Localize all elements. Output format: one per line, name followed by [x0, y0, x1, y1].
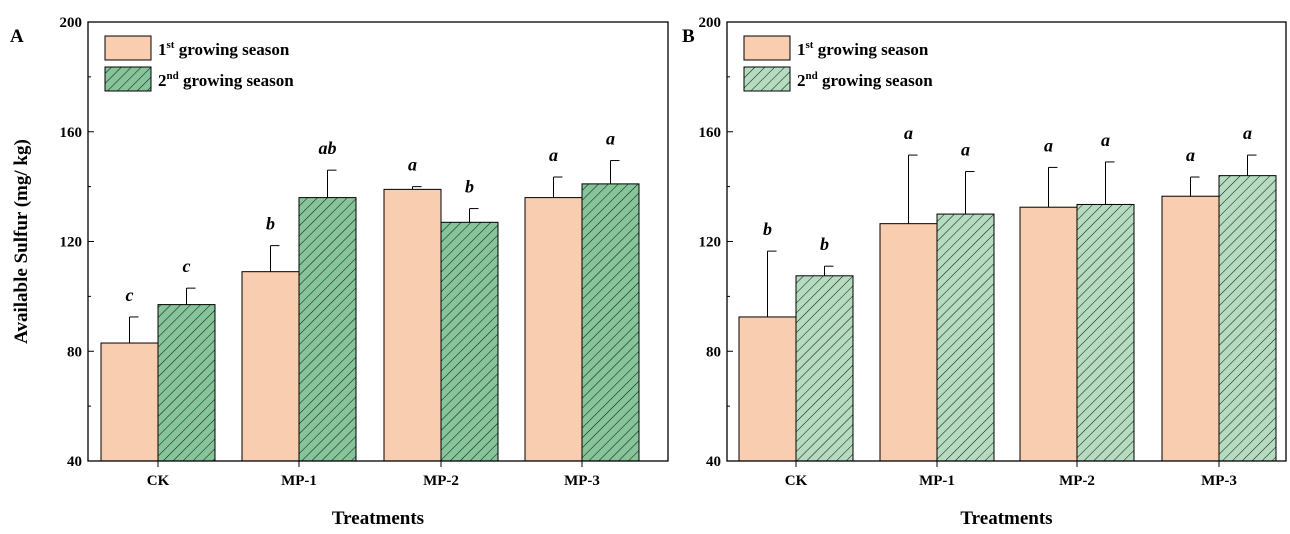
legend-label-superscript: nd — [167, 70, 179, 82]
significance-label: b — [820, 234, 829, 254]
legend-label-superscript: st — [167, 39, 175, 51]
bar-ck-series-2 — [795, 275, 854, 462]
significance-label: a — [408, 155, 417, 175]
significance-label: a — [904, 123, 913, 143]
legend-label-number: 2 — [797, 71, 806, 90]
y-tick-label: 80 — [706, 344, 721, 360]
bar-mp-2-series-1 — [1019, 206, 1078, 462]
x-tick-label: CK — [785, 473, 808, 489]
panel-label: B — [682, 26, 695, 47]
legend-label-superscript: nd — [806, 70, 818, 82]
bar-mp-1-series-2 — [936, 213, 995, 462]
y-tick-label: 160 — [60, 125, 83, 141]
x-axis-title: Treatments — [332, 508, 424, 529]
legend-label-series-1: 1st growing season — [158, 39, 290, 59]
bar-ck-series-1 — [738, 316, 797, 462]
bar-mp-2-series-1 — [383, 188, 442, 462]
significance-label: b — [266, 214, 275, 234]
x-tick-label: MP-1 — [281, 473, 317, 489]
legend-label-number: 1 — [158, 40, 167, 59]
legend-swatch-series-1 — [104, 35, 152, 61]
y-tick-label: 40 — [706, 454, 721, 470]
legend-swatch-series-1 — [743, 35, 791, 61]
y-tick-label: 80 — [67, 344, 82, 360]
significance-label: a — [961, 140, 970, 160]
significance-label: a — [1243, 123, 1252, 143]
y-tick-label: 120 — [699, 235, 722, 251]
legend-label-number: 2 — [158, 71, 167, 90]
bar-mp-2-series-2 — [1076, 203, 1135, 462]
y-tick-label: 200 — [699, 15, 722, 31]
x-tick-label: MP-3 — [564, 473, 600, 489]
significance-label: a — [606, 129, 615, 149]
x-tick-label: MP-2 — [423, 473, 459, 489]
y-axis-title: Available Sulfur (mg/ kg) — [11, 139, 32, 344]
x-axis-title: Treatments — [960, 508, 1052, 529]
chart-panel-b: b a a a b a a a 40 80 120 160 200 CK MP-1 MP-2 MP-3 Treat… — [682, 15, 1287, 529]
bar-mp-1-series-2 — [298, 197, 357, 462]
significance-label: a — [1186, 145, 1195, 165]
legend-label-text: growing season — [818, 71, 933, 90]
legend-swatch-series-2 — [104, 66, 152, 92]
bar-mp-1-series-1 — [241, 271, 300, 462]
legend-label-text: growing season — [179, 71, 294, 90]
bar-ck-series-2 — [157, 304, 216, 462]
significance-label: a — [1044, 135, 1053, 155]
significance-label: a — [1101, 130, 1110, 150]
y-tick-label: 200 — [60, 15, 83, 31]
significance-label: b — [465, 177, 474, 197]
legend-label-text: growing season — [813, 40, 928, 59]
legend-label-series-2: 2nd growing season — [797, 70, 933, 90]
legend-label-superscript: st — [806, 39, 814, 51]
significance-label: a — [549, 145, 558, 165]
x-tick-label: MP-2 — [1059, 473, 1095, 489]
y-tick-label: 40 — [67, 454, 82, 470]
legend-label-text: growing season — [174, 40, 289, 59]
chart-panel-a: c b a a c ab b a 40 80 120 160 200 CK MP-1 MP-2 MP-3 Trea… — [10, 15, 669, 529]
legend-swatch-series-2 — [743, 66, 791, 92]
legend-label-number: 1 — [797, 40, 806, 59]
legend-label-series-1: 1st growing season — [797, 39, 929, 59]
bar-mp-3-series-2 — [1218, 175, 1277, 462]
bar-mp-3-series-1 — [524, 197, 583, 462]
panel-label: A — [10, 26, 24, 47]
bar-mp-1-series-1 — [879, 223, 938, 462]
significance-label: c — [126, 285, 134, 305]
y-tick-label: 160 — [699, 125, 722, 141]
x-tick-label: MP-1 — [919, 473, 955, 489]
significance-label: c — [183, 256, 191, 276]
bar-mp-3-series-1 — [1161, 195, 1220, 462]
significance-label: ab — [319, 138, 337, 158]
legend-label-series-2: 2nd growing season — [158, 70, 294, 90]
x-tick-label: MP-3 — [1201, 473, 1237, 489]
x-tick-label: CK — [147, 473, 170, 489]
bar-mp-2-series-2 — [440, 221, 499, 462]
significance-label: b — [763, 219, 772, 239]
bar-mp-3-series-2 — [581, 183, 640, 462]
y-tick-label: 120 — [60, 235, 83, 251]
bar-ck-series-1 — [100, 342, 159, 462]
